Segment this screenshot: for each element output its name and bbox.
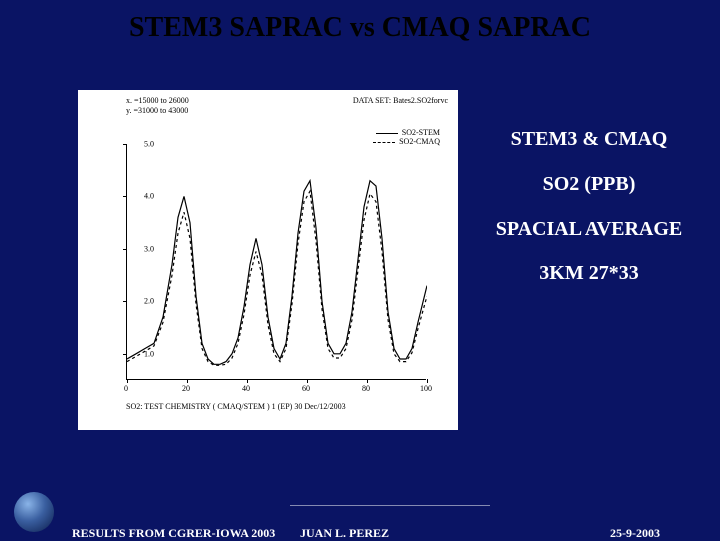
footer-mid: JUAN L. PEREZ [300, 526, 389, 541]
xtick-mark [427, 379, 428, 383]
chart-axes [126, 144, 426, 380]
series-stem [127, 181, 427, 365]
ytick-label: 3.0 [114, 244, 154, 253]
xtick-label: 100 [420, 384, 432, 393]
xtick-label: 80 [362, 384, 370, 393]
xtick-label: 60 [302, 384, 310, 393]
ytick-label: 5.0 [114, 140, 154, 149]
xtick-mark [367, 379, 368, 383]
xtick-mark [187, 379, 188, 383]
legend-1: SO2-STEM [402, 128, 440, 137]
ytick-label: 1.0 [114, 349, 154, 358]
ytick-label: 2.0 [114, 297, 154, 306]
xtick-mark [307, 379, 308, 383]
chart-header-left-2: y. =31000 to 43000 [126, 106, 189, 116]
xtick-mark [127, 379, 128, 383]
chart-x-caption: SO2: TEST CHEMISTRY ( CMAQ/STEM ) 1 (EP)… [126, 402, 448, 411]
footer-right: 25-9-2003 [610, 526, 660, 541]
chart-header-left-1: x. =15000 to 26000 [126, 96, 189, 106]
footer-divider [290, 505, 490, 506]
chart-header: x. =15000 to 26000 y. =31000 to 43000 DA… [126, 96, 448, 115]
side-labels: STEM3 & CMAQ SO2 (PPB) SPACIAL AVERAGE 3… [494, 128, 684, 307]
chart-header-right: DATA SET: Bates2.SO2forvc [353, 96, 448, 106]
chart-panel: x. =15000 to 26000 y. =31000 to 43000 DA… [78, 90, 458, 430]
globe-icon [14, 492, 54, 532]
side-label-1: STEM3 & CMAQ [494, 128, 684, 151]
side-label-3: SPACIAL AVERAGE [494, 218, 684, 240]
chart-lines [127, 144, 427, 380]
xtick-label: 40 [242, 384, 250, 393]
side-label-4: 3KM 27*33 [494, 262, 684, 285]
xtick-label: 20 [182, 384, 190, 393]
ytick-label: 4.0 [114, 192, 154, 201]
footer-left: RESULTS FROM CGRER-IOWA 2003 [72, 526, 275, 541]
xtick-label: 0 [124, 384, 128, 393]
xtick-mark [247, 379, 248, 383]
side-label-2: SO2 (PPB) [494, 173, 684, 196]
series-cmaq [127, 191, 427, 365]
slide-title: STEM3 SAPRAC vs CMAQ SAPRAC [0, 0, 720, 44]
